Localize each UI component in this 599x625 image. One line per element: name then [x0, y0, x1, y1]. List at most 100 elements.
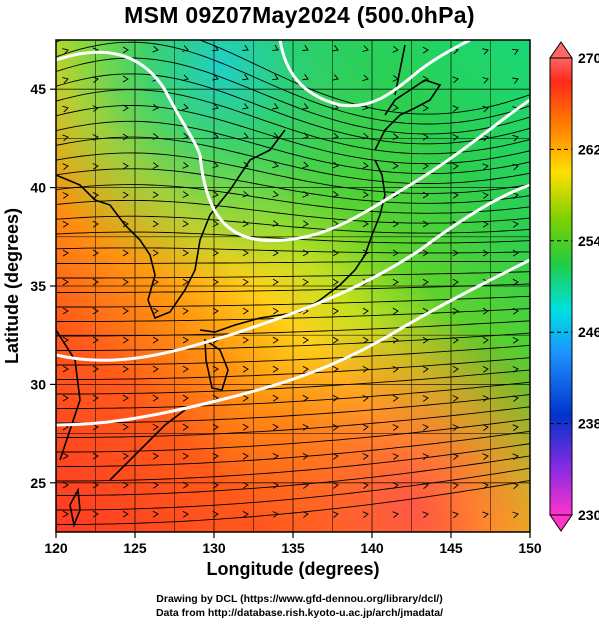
credits-footer: Drawing by DCL (https://www.gfd-dennou.o…: [0, 592, 599, 620]
streamline-arrowhead: [392, 424, 399, 431]
streamline-arrowhead: [482, 105, 489, 113]
streamline-arrowhead: [122, 510, 129, 518]
streamline-arrowhead: [92, 423, 99, 431]
streamline-arrowhead: [272, 73, 279, 81]
streamline: [56, 136, 530, 184]
streamline-arrowhead: [242, 103, 249, 110]
streamline-arrowhead: [212, 510, 219, 518]
streamline-arrowhead: [62, 249, 69, 257]
streamline-arrowhead: [242, 278, 249, 286]
streamline-arrowhead: [482, 77, 489, 84]
streamline-arrowhead: [482, 424, 489, 431]
streamline: [56, 455, 530, 496]
streamline-arrowhead: [482, 220, 489, 228]
streamline-arrowhead: [392, 307, 399, 315]
streamline-arrowhead: [422, 104, 429, 112]
streamline-arrowhead: [182, 191, 189, 198]
streamline-arrowhead: [332, 45, 339, 52]
streamline-arrowhead: [452, 76, 459, 84]
y-tick-label: 30: [30, 376, 46, 392]
colorbar-tick-label: 246: [578, 324, 599, 340]
streamline-arrowhead: [242, 74, 249, 81]
streamline-arrowhead: [152, 481, 159, 489]
streamline-arrowhead: [152, 336, 159, 344]
streamline-arrowhead: [212, 132, 219, 140]
streamline-arrowhead: [272, 307, 279, 315]
credit-data: Data from http://database.rish.kyoto-u.a…: [155, 607, 444, 619]
streamline-arrowhead: [362, 365, 369, 373]
streamline-arrowhead: [152, 191, 159, 199]
streamline-arrowhead: [302, 74, 309, 81]
isotherm-5: [56, 50, 202, 156]
colorbar-tick-label: 270: [578, 50, 599, 66]
colorbar: 270 262 254 246 238 230: [549, 41, 599, 532]
streamline-arrowhead: [332, 307, 339, 315]
streamline-arrowhead: [122, 249, 129, 257]
streamline-arrowhead: [332, 394, 339, 402]
streamline-arrowhead: [392, 453, 399, 460]
streamline-arrowhead: [182, 249, 189, 257]
streamline-arrowhead: [452, 162, 459, 170]
streamline-arrowhead: [62, 134, 69, 142]
streamline-arrowhead: [152, 133, 159, 140]
streamline-arrowhead: [302, 482, 309, 489]
streamline-arrowhead: [392, 45, 399, 53]
streamline: [56, 215, 530, 234]
streamline: [56, 320, 530, 337]
streamline-arrowhead: [452, 191, 459, 199]
streamline-arrowhead: [242, 452, 249, 460]
streamline-arrowhead: [62, 76, 69, 84]
streamline-arrowhead: [272, 365, 279, 373]
streamline-arrowhead: [332, 365, 339, 373]
streamline-arrowhead: [512, 278, 519, 286]
colorbar-max-arrow: [549, 41, 573, 59]
streamline-arrowhead: [512, 220, 519, 228]
streamline-arrowhead: [302, 44, 309, 51]
streamline-arrowhead: [452, 307, 459, 315]
streamline-arrowhead: [122, 365, 129, 373]
streamline-arrowhead: [182, 510, 189, 518]
streamline-arrowhead: [272, 103, 279, 110]
streamline-arrowhead: [122, 46, 129, 54]
streamline-arrowhead: [362, 394, 369, 402]
streamline-arrowhead: [152, 162, 159, 170]
streamline-arrowhead: [422, 482, 429, 490]
streamline-arrowhead: [422, 220, 429, 228]
streamline-arrowhead: [422, 424, 429, 431]
streamline-arrowhead: [452, 134, 459, 141]
streamline-arrowhead: [182, 307, 189, 315]
streamline-arrowhead: [422, 365, 429, 373]
graticule: [56, 40, 530, 532]
streamline-arrowhead: [302, 103, 309, 110]
streamline-arrowhead: [272, 452, 279, 460]
streamline-arrowhead: [242, 220, 249, 227]
streamline-arrowhead: [332, 74, 339, 81]
x-tick-label: 140: [360, 540, 384, 556]
streamline-arrowhead: [482, 395, 489, 402]
streamline-arrowhead: [62, 105, 69, 113]
streamline: [56, 168, 530, 204]
streamline-arrowhead: [212, 161, 219, 169]
streamline-arrowhead: [422, 162, 429, 170]
streamline-arrowhead: [512, 307, 519, 315]
streamline-arrowhead: [392, 220, 399, 228]
streamline: [56, 406, 530, 438]
streamline-arrowhead: [62, 307, 69, 315]
streamline-arrowhead: [362, 132, 369, 140]
isotherm-contours: [56, 40, 530, 427]
streamline-arrowhead: [152, 423, 159, 431]
streamline-arrowhead: [422, 453, 429, 460]
streamline-arrowhead: [332, 482, 339, 489]
streamline-arrowhead: [302, 452, 309, 460]
streamline-arrowhead: [242, 307, 249, 315]
streamline-arrowhead: [392, 394, 399, 402]
streamline-arrowhead: [512, 192, 519, 200]
streamline-arrowhead: [122, 278, 129, 286]
streamline-arrowhead: [482, 365, 489, 373]
streamline-arrowhead: [242, 365, 249, 373]
streamline-arrowhead: [512, 134, 519, 142]
coast-china-east: [56, 329, 81, 461]
streamline-arrowhead: [242, 336, 249, 344]
streamline-arrowhead: [182, 74, 189, 82]
streamline-arrowhead: [62, 48, 69, 55]
